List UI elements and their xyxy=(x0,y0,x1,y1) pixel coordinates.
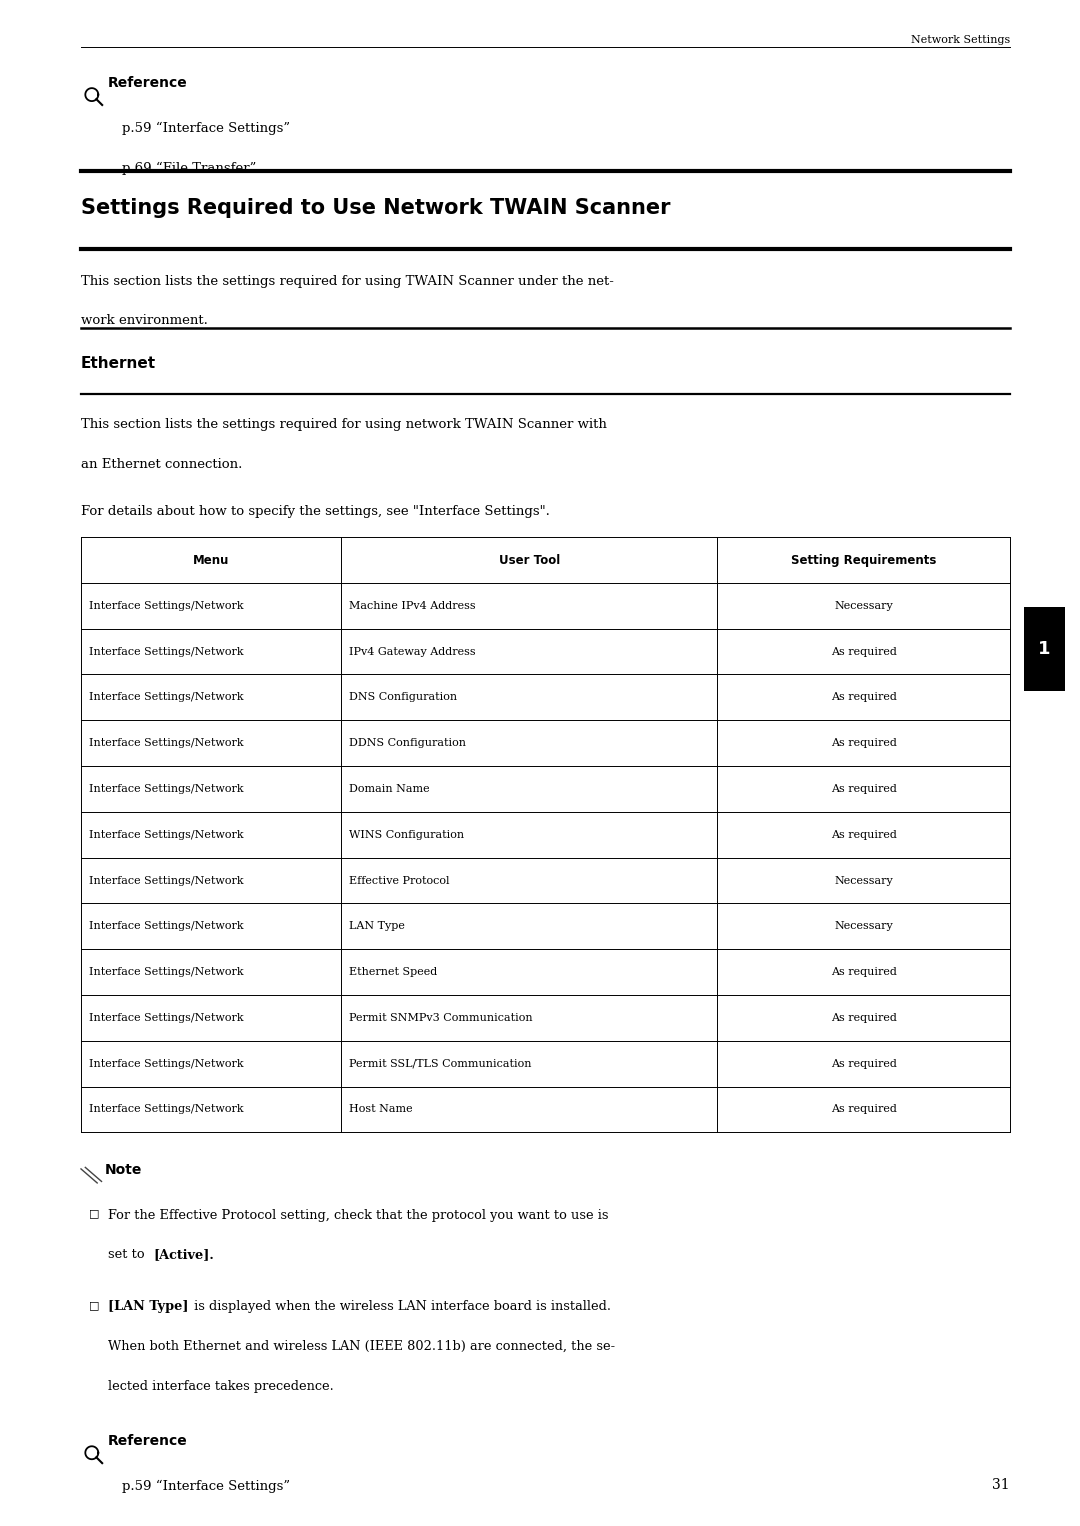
Text: Interface Settings/Network: Interface Settings/Network xyxy=(89,784,243,794)
Bar xyxy=(1024,606,1065,690)
Text: an Ethernet connection.: an Ethernet connection. xyxy=(81,458,242,472)
Text: As required: As required xyxy=(831,830,896,839)
Text: Interface Settings/Network: Interface Settings/Network xyxy=(89,967,243,977)
Text: Ethernet Speed: Ethernet Speed xyxy=(349,967,437,977)
Text: As required: As required xyxy=(831,784,896,794)
Text: As required: As required xyxy=(831,693,896,702)
Text: Interface Settings/Network: Interface Settings/Network xyxy=(89,601,243,610)
Text: set to: set to xyxy=(108,1248,149,1262)
Text: As required: As required xyxy=(831,1105,896,1114)
Text: Necessary: Necessary xyxy=(834,876,893,885)
Text: Permit SSL/TLS Communication: Permit SSL/TLS Communication xyxy=(349,1059,531,1068)
Text: Note: Note xyxy=(105,1163,143,1177)
Text: Interface Settings/Network: Interface Settings/Network xyxy=(89,876,243,885)
Text: Host Name: Host Name xyxy=(349,1105,413,1114)
Text: [Active].: [Active]. xyxy=(153,1248,214,1262)
Text: Settings Required to Use Network TWAIN Scanner: Settings Required to Use Network TWAIN S… xyxy=(81,198,671,218)
Text: Permit SNMPv3 Communication: Permit SNMPv3 Communication xyxy=(349,1013,532,1022)
Text: Menu: Menu xyxy=(193,554,229,566)
Text: Machine IPv4 Address: Machine IPv4 Address xyxy=(349,601,475,610)
Text: This section lists the settings required for using TWAIN Scanner under the net-: This section lists the settings required… xyxy=(81,275,613,288)
Text: For the Effective Protocol setting, check that the protocol you want to use is: For the Effective Protocol setting, chec… xyxy=(108,1209,608,1222)
Text: When both Ethernet and wireless LAN (IEEE 802.11b) are connected, the se-: When both Ethernet and wireless LAN (IEE… xyxy=(108,1340,616,1354)
Text: Effective Protocol: Effective Protocol xyxy=(349,876,449,885)
Text: This section lists the settings required for using network TWAIN Scanner with: This section lists the settings required… xyxy=(81,418,607,432)
Text: Domain Name: Domain Name xyxy=(349,784,429,794)
Text: Interface Settings/Network: Interface Settings/Network xyxy=(89,693,243,702)
Text: □: □ xyxy=(89,1300,99,1311)
Text: □: □ xyxy=(89,1209,99,1219)
Text: Interface Settings/Network: Interface Settings/Network xyxy=(89,739,243,748)
Text: DNS Configuration: DNS Configuration xyxy=(349,693,457,702)
Text: As required: As required xyxy=(831,647,896,656)
Text: Necessary: Necessary xyxy=(834,601,893,610)
Text: Interface Settings/Network: Interface Settings/Network xyxy=(89,1013,243,1022)
Text: Reference: Reference xyxy=(108,1434,188,1448)
Text: Interface Settings/Network: Interface Settings/Network xyxy=(89,922,243,931)
Text: lected interface takes precedence.: lected interface takes precedence. xyxy=(108,1380,334,1393)
Text: work environment.: work environment. xyxy=(81,314,207,328)
Text: p.69 “File Transfer”: p.69 “File Transfer” xyxy=(122,162,256,175)
Text: [LAN Type]: [LAN Type] xyxy=(108,1300,189,1314)
Text: DDNS Configuration: DDNS Configuration xyxy=(349,739,465,748)
Text: is displayed when the wireless LAN interface board is installed.: is displayed when the wireless LAN inter… xyxy=(190,1300,611,1314)
Text: As required: As required xyxy=(831,739,896,748)
Text: p.59 “Interface Settings”: p.59 “Interface Settings” xyxy=(122,122,291,136)
Text: LAN Type: LAN Type xyxy=(349,922,405,931)
Text: User Tool: User Tool xyxy=(499,554,559,566)
Text: WINS Configuration: WINS Configuration xyxy=(349,830,463,839)
Text: Reference: Reference xyxy=(108,76,188,90)
Text: Interface Settings/Network: Interface Settings/Network xyxy=(89,647,243,656)
Text: Interface Settings/Network: Interface Settings/Network xyxy=(89,1059,243,1068)
Text: 31: 31 xyxy=(993,1479,1010,1492)
Text: Interface Settings/Network: Interface Settings/Network xyxy=(89,1105,243,1114)
Text: As required: As required xyxy=(831,967,896,977)
Text: For details about how to specify the settings, see "Interface Settings".: For details about how to specify the set… xyxy=(81,505,550,519)
Text: p.59 “Interface Settings”: p.59 “Interface Settings” xyxy=(122,1480,291,1494)
Text: Necessary: Necessary xyxy=(834,922,893,931)
Text: As required: As required xyxy=(831,1013,896,1022)
Text: 1: 1 xyxy=(1038,639,1051,658)
Text: Interface Settings/Network: Interface Settings/Network xyxy=(89,830,243,839)
Text: IPv4 Gateway Address: IPv4 Gateway Address xyxy=(349,647,475,656)
Text: Setting Requirements: Setting Requirements xyxy=(791,554,936,566)
Text: Network Settings: Network Settings xyxy=(910,35,1010,46)
Text: As required: As required xyxy=(831,1059,896,1068)
Text: Ethernet: Ethernet xyxy=(81,356,157,371)
